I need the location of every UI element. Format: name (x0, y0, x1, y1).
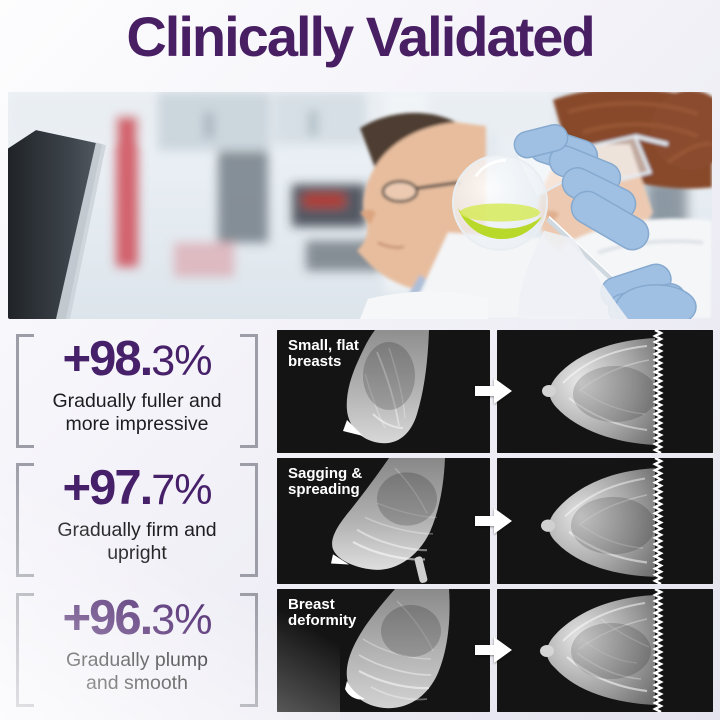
bracket-left (16, 593, 34, 707)
torn-edge (652, 458, 664, 584)
stat-description: Gradually plump and smooth (66, 648, 208, 695)
stat-block-1: +98.3% Gradually fuller and more impress… (14, 334, 260, 448)
flask-and-gloves (360, 124, 697, 319)
before-image: Small, flat breasts (277, 330, 490, 453)
bracket-left (16, 463, 34, 577)
stat-description: Gradually firm and upright (57, 518, 217, 565)
green-liquid (458, 208, 542, 240)
arrow-right-icon (475, 508, 512, 534)
bracket-left (16, 334, 34, 448)
stat-block-3: +96.3% Gradually plump and smooth (14, 593, 260, 707)
comparison-row-small-flat: Small, flat breasts (277, 330, 713, 453)
after-image (497, 458, 713, 584)
torn-edge (652, 330, 664, 453)
lab-photo (8, 92, 712, 319)
stat-value-main: +97. (62, 461, 154, 515)
before-image: Breast deformity (277, 589, 490, 712)
mammogram-after-scan (497, 330, 713, 453)
condition-label: Sagging & spreading (288, 465, 363, 499)
mammogram-after-scan (497, 589, 713, 712)
left-glove (513, 124, 650, 251)
comparison-row-sagging: Sagging & spreading (277, 458, 713, 584)
stat-value-main: +96. (62, 591, 154, 645)
after-image (497, 589, 713, 712)
bracket-right (240, 593, 258, 707)
lab-photo-illustration (8, 92, 712, 319)
page-title: Clinically Validated (126, 5, 595, 68)
mammogram-after-scan (497, 458, 713, 584)
before-image: Sagging & spreading (277, 458, 490, 584)
stat-description: Gradually fuller and more impressive (52, 389, 222, 436)
stat-value: +98.3% (14, 332, 260, 386)
condition-label: Small, flat breasts (288, 337, 359, 371)
stat-value: +96.3% (14, 591, 260, 645)
bracket-right (240, 463, 258, 577)
stat-block-2: +97.7% Gradually firm and upright (14, 463, 260, 577)
monitor (8, 130, 106, 319)
bracket-right (240, 334, 258, 448)
mammogram-before-scan (277, 458, 490, 584)
right-glove (600, 263, 697, 319)
arrow-right-icon (475, 637, 512, 663)
stat-value-fraction: 7% (151, 466, 212, 514)
coat-sleeve (518, 230, 628, 319)
mammogram-before-scan (277, 589, 490, 712)
stat-value-fraction: 3% (151, 596, 212, 644)
comparison-row-deformity: Breast deformity (277, 589, 713, 712)
after-image (497, 330, 713, 453)
stat-value-main: +98. (62, 332, 154, 386)
mammogram-before-scan (277, 330, 490, 453)
stat-value-fraction: 3% (151, 337, 212, 385)
stat-value: +97.7% (14, 461, 260, 515)
arrow-right-icon (475, 378, 512, 404)
condition-label: Breast deformity (288, 596, 357, 630)
torn-edge (652, 589, 664, 712)
